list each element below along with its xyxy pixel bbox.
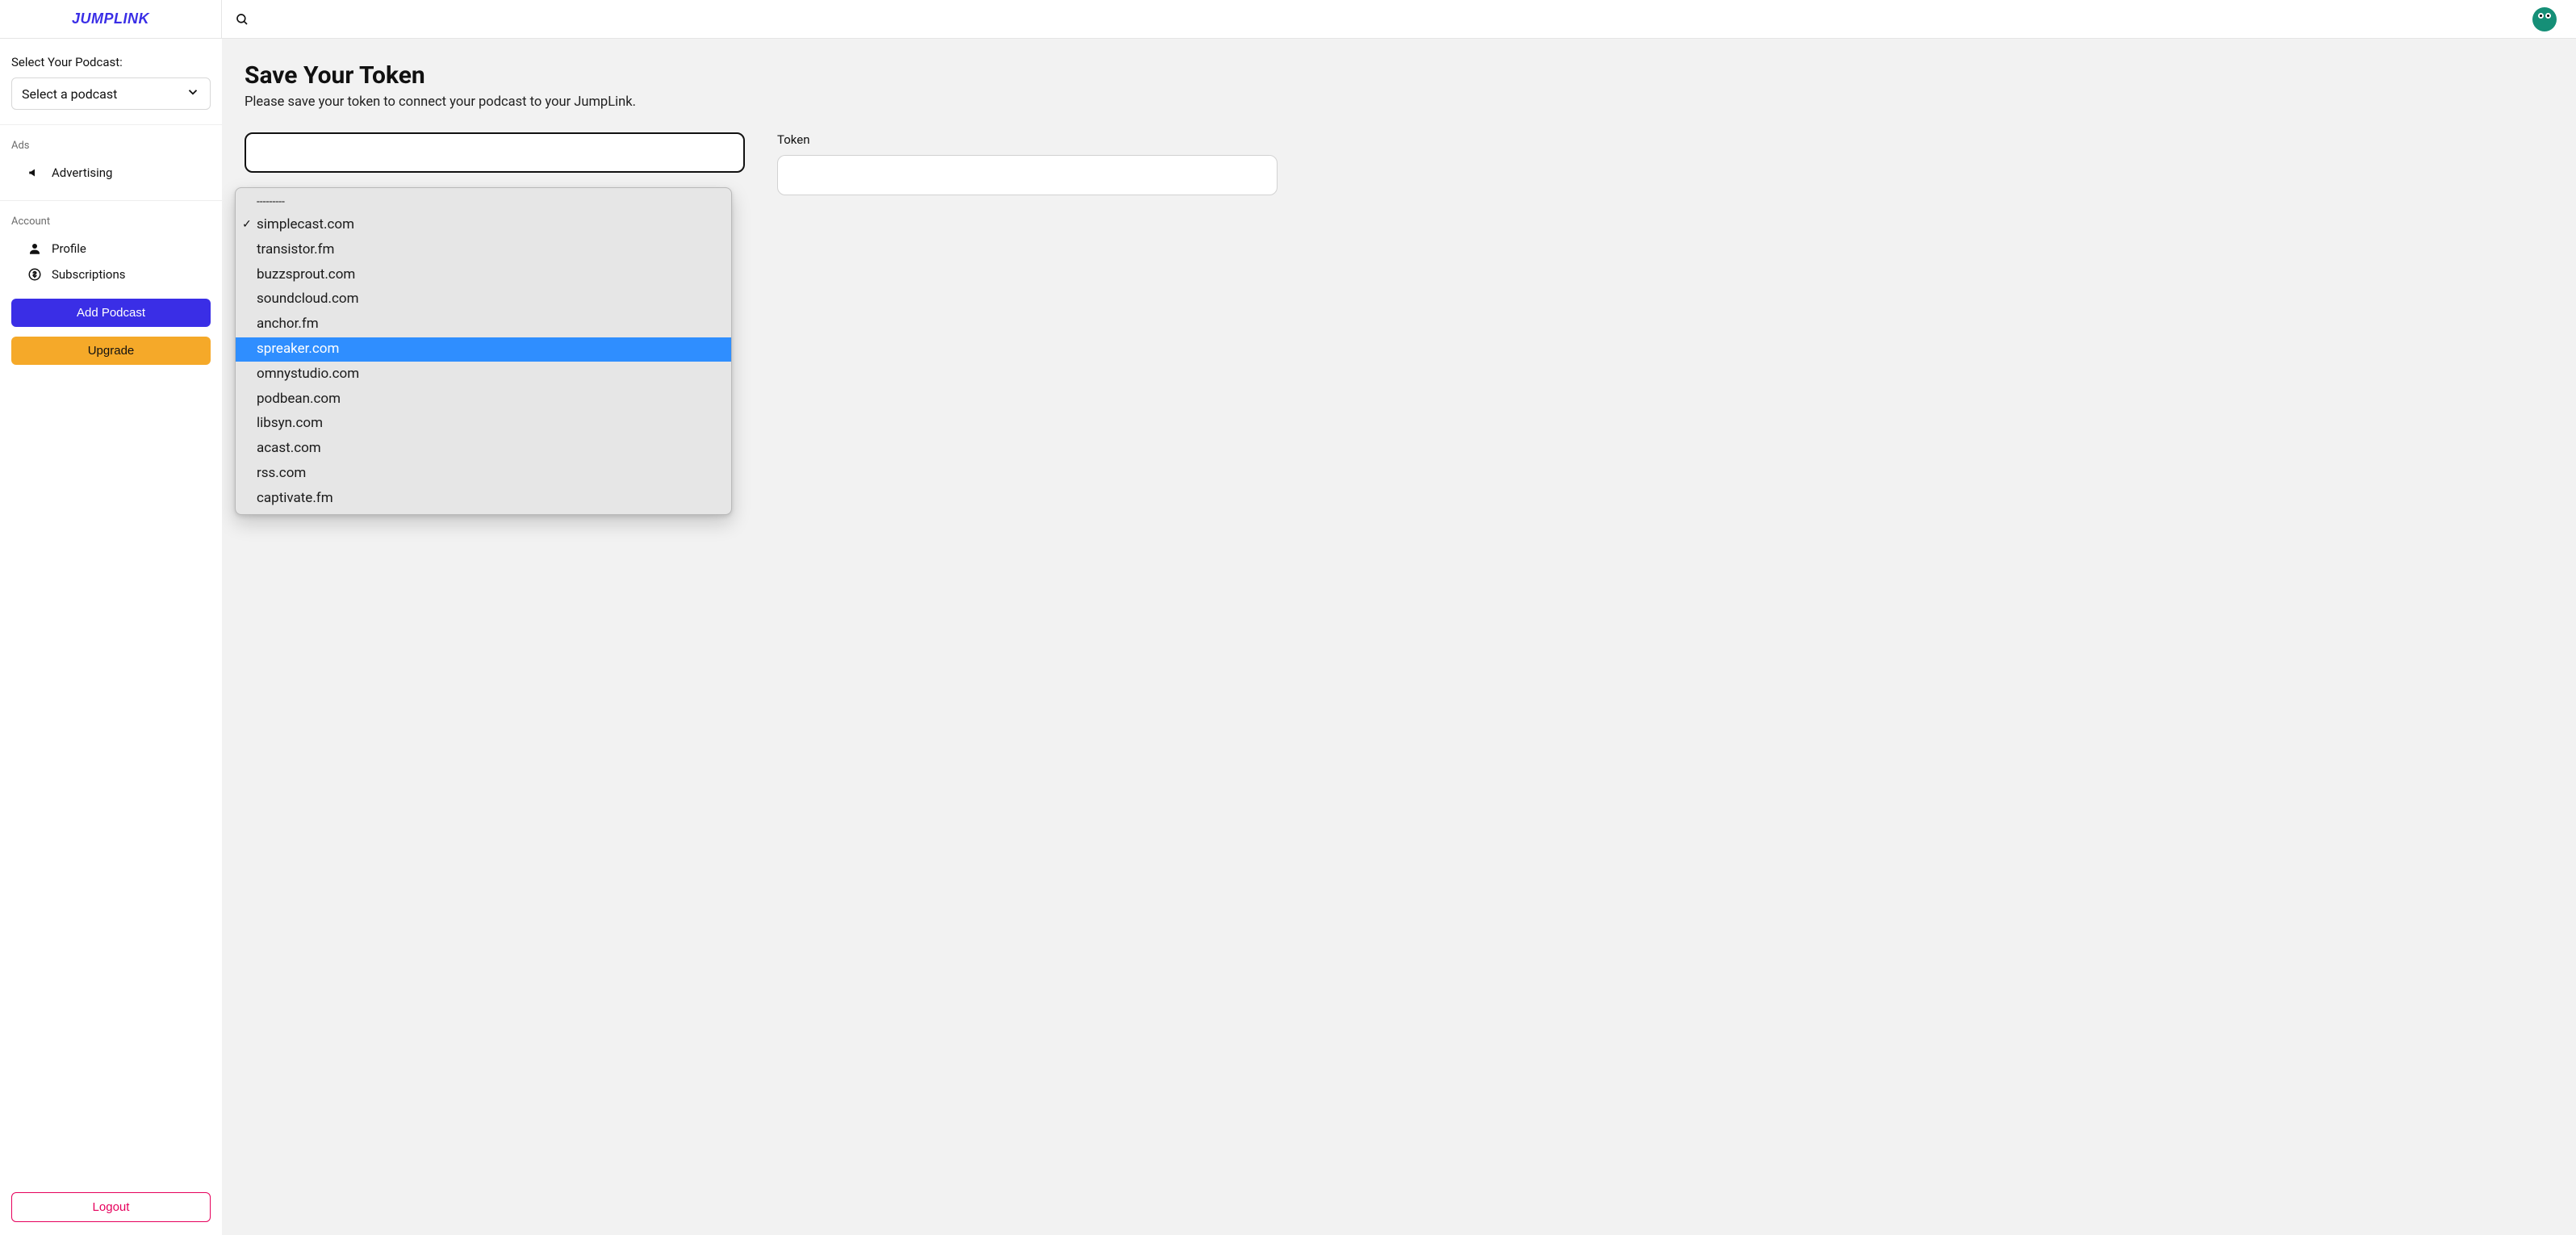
brand-logo[interactable]: JUMPLINK (72, 10, 149, 27)
sidebar-item-advertising[interactable]: Advertising (21, 160, 211, 186)
megaphone-icon (27, 165, 42, 180)
dropdown-option[interactable]: podbean.com (236, 387, 731, 412)
logout-button[interactable]: Logout (11, 1192, 211, 1222)
host-select[interactable] (245, 132, 745, 173)
dropdown-option[interactable]: transistor.fm (236, 237, 731, 262)
dropdown-option[interactable]: captivate.fm (236, 486, 731, 511)
dropdown-option[interactable]: anchor.fm (236, 312, 731, 337)
sidebar-item-label: Subscriptions (52, 267, 125, 282)
select-podcast-label: Select Your Podcast: (11, 55, 211, 69)
dropdown-option[interactable]: simplecast.com (236, 213, 731, 238)
select-podcast-dropdown[interactable]: Select a podcast (11, 77, 211, 110)
host-dropdown: --------- simplecast.comtransistor.fmbuz… (235, 187, 732, 515)
select-podcast-value: Select a podcast (22, 86, 117, 102)
dropdown-option[interactable]: libsyn.com (236, 412, 731, 437)
add-podcast-button[interactable]: Add Podcast (11, 299, 211, 327)
logo-cell: JUMPLINK (0, 0, 222, 38)
chevron-down-icon (186, 85, 200, 103)
dropdown-placeholder[interactable]: --------- (236, 191, 731, 213)
sidebar: Select Your Podcast: Select a podcast Ad… (0, 39, 222, 1235)
page-title: Save Your Token (245, 61, 2553, 90)
main-content: Save Your Token Please save your token t… (222, 39, 2576, 1235)
sidebar-item-label: Profile (52, 241, 86, 256)
dropdown-option[interactable]: buzzsprout.com (236, 262, 731, 287)
dropdown-option[interactable]: acast.com (236, 437, 731, 462)
sidebar-item-subscriptions[interactable]: Subscriptions (21, 262, 211, 287)
upgrade-button[interactable]: Upgrade (11, 337, 211, 365)
avatar[interactable] (2532, 7, 2557, 31)
dollar-circle-icon (27, 267, 42, 282)
dropdown-option[interactable]: soundcloud.com (236, 287, 731, 312)
person-icon (27, 241, 42, 256)
token-label: Token (777, 132, 1278, 147)
dropdown-option[interactable]: rss.com (236, 462, 731, 487)
search-icon (235, 12, 249, 27)
dropdown-option[interactable]: spreaker.com (236, 337, 731, 362)
section-header-ads: Ads (11, 140, 211, 152)
dropdown-option[interactable]: omnystudio.com (236, 362, 731, 387)
sidebar-item-profile[interactable]: Profile (21, 236, 211, 262)
topbar: JUMPLINK (0, 0, 2576, 39)
sidebar-item-label: Advertising (52, 165, 112, 180)
search-button[interactable] (235, 12, 249, 27)
section-header-account: Account (11, 216, 211, 228)
token-input[interactable] (777, 155, 1278, 195)
page-subtitle: Please save your token to connect your p… (245, 94, 2553, 110)
